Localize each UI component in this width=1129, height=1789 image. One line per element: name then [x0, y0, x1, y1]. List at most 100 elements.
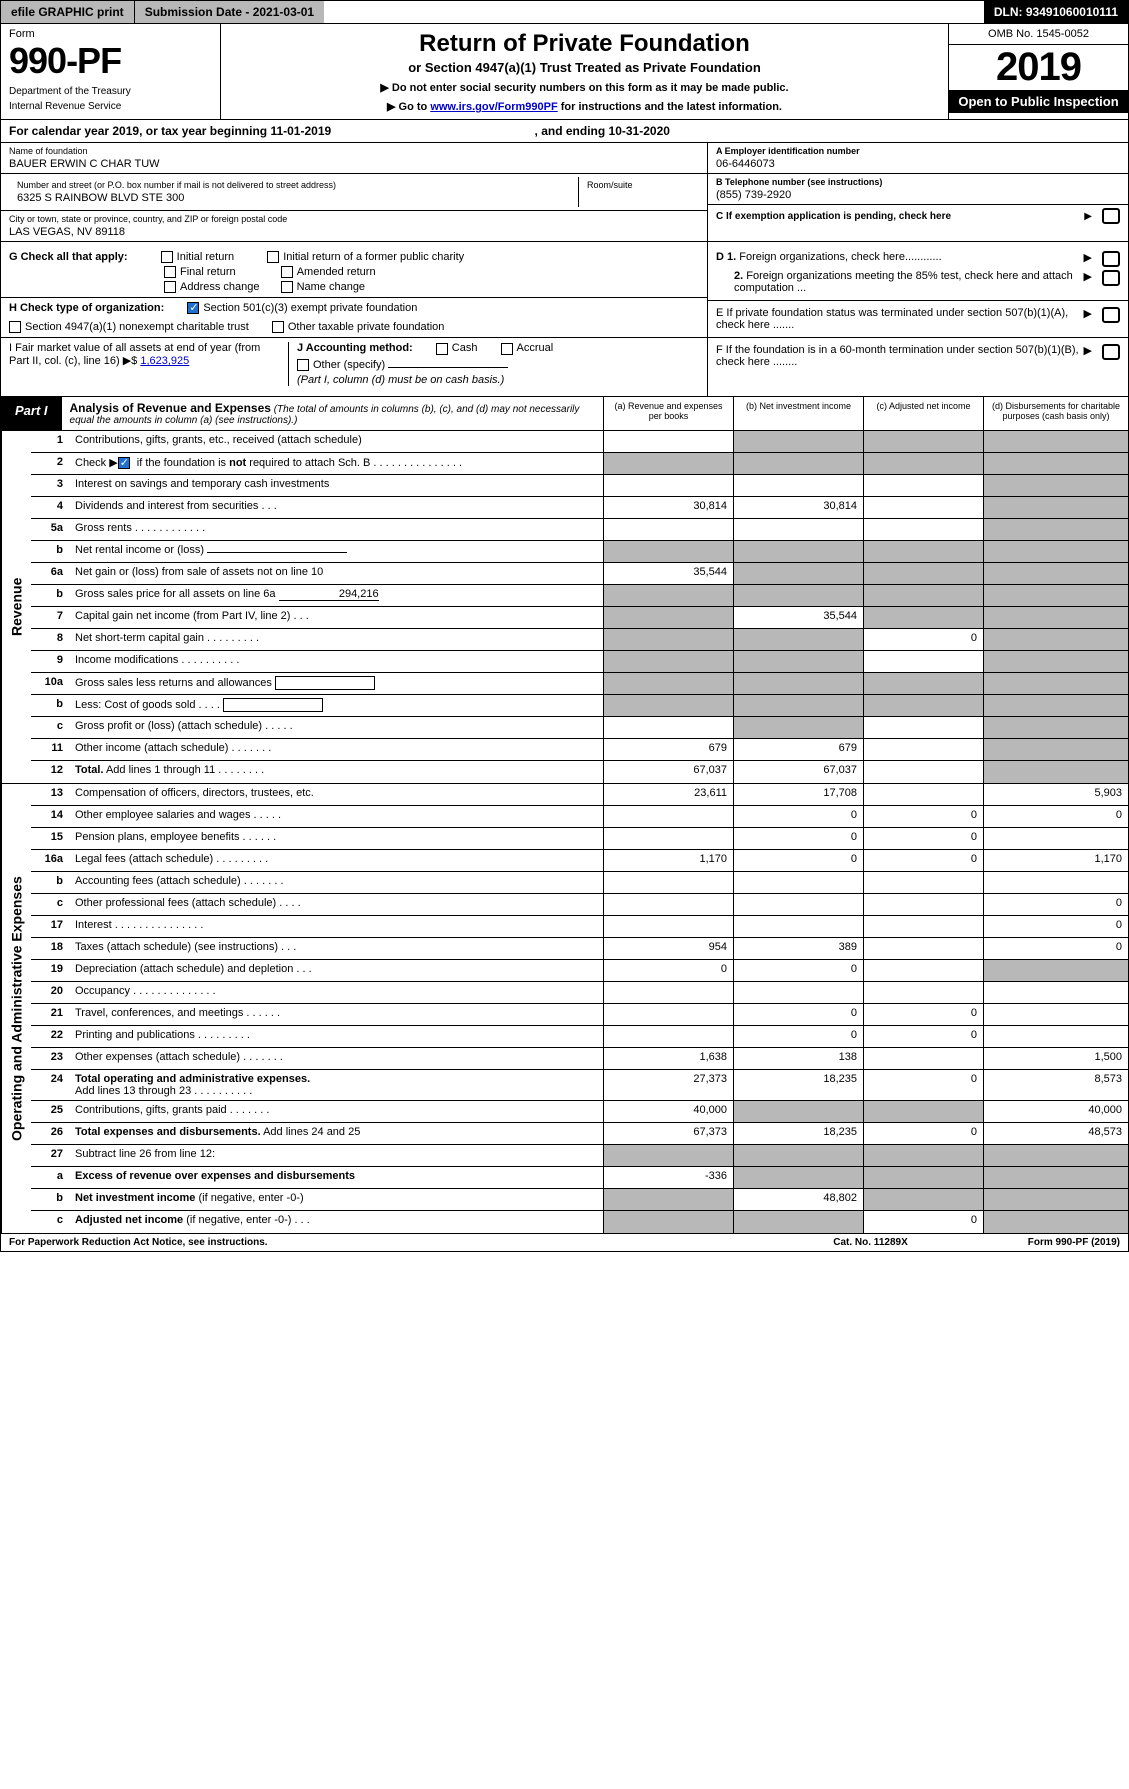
row-16b-desc: Accounting fees (attach schedule) . . . … — [69, 872, 603, 893]
irs-link[interactable]: www.irs.gov/Form990PF — [430, 101, 557, 113]
r16a-a: 1,170 — [603, 850, 733, 871]
dln-label: DLN: 93491060010111 — [984, 1, 1128, 23]
r23-b: 138 — [733, 1048, 863, 1069]
h-row: H Check type of organization: Section 50… — [1, 297, 707, 318]
form-note-1: ▶ Do not enter social security numbers o… — [241, 81, 928, 94]
r14-b: 0 — [733, 806, 863, 827]
4947-checkbox[interactable] — [9, 321, 21, 333]
r14-d: 0 — [983, 806, 1128, 827]
row-27a-desc: Excess of revenue over expenses and disb… — [69, 1167, 603, 1188]
r6b-value: 294,216 — [279, 588, 379, 601]
revenue-side-label: Revenue — [1, 431, 31, 783]
exemption-checkbox[interactable] — [1102, 208, 1120, 224]
f-checkbox[interactable] — [1102, 344, 1120, 360]
r12-a: 67,037 — [603, 761, 733, 783]
r26-c: 0 — [863, 1123, 983, 1144]
d2-checkbox[interactable] — [1102, 270, 1120, 286]
city-value: LAS VEGAS, NV 89118 — [9, 226, 699, 238]
g-row-2: Final return Amended return — [164, 266, 699, 278]
r27b-b: 48,802 — [733, 1189, 863, 1210]
accrual-checkbox[interactable] — [501, 343, 513, 355]
name-change-label: Name change — [297, 281, 366, 293]
calyear-mid: , and ending — [531, 124, 608, 138]
sch-b-checkbox[interactable] — [118, 457, 130, 469]
r24-b: 18,235 — [733, 1070, 863, 1100]
address-value: 6325 S RAINBOW BLVD STE 300 — [17, 192, 570, 204]
header-left: Form 990-PF Department of the Treasury I… — [1, 24, 221, 119]
other-taxable-checkbox[interactable] — [272, 321, 284, 333]
ein-cell: A Employer identification number 06-6446… — [708, 143, 1128, 174]
col-a-header: (a) Revenue and expenses per books — [603, 397, 733, 430]
other-method-checkbox[interactable] — [297, 359, 309, 371]
footer: For Paperwork Reduction Act Notice, see … — [0, 1234, 1129, 1252]
r19-b: 0 — [733, 960, 863, 981]
initial-return-label: Initial return — [177, 251, 234, 263]
r13-a: 23,611 — [603, 784, 733, 805]
address-change-checkbox[interactable] — [164, 281, 176, 293]
efile-print-button[interactable]: efile GRAPHIC print — [1, 1, 135, 23]
row-14-desc: Other employee salaries and wages . . . … — [69, 806, 603, 827]
row-27-desc: Subtract line 26 from line 12: — [69, 1145, 603, 1166]
r17-d: 0 — [983, 916, 1128, 937]
r21-c: 0 — [863, 1004, 983, 1025]
e-checkbox[interactable] — [1102, 307, 1120, 323]
dept-irs: Internal Revenue Service — [9, 101, 212, 112]
row-9-desc: Income modifications . . . . . . . . . . — [69, 651, 603, 672]
initial-former-checkbox[interactable] — [267, 251, 279, 263]
ij-row: I Fair market value of all assets at end… — [1, 337, 707, 389]
r6a-a: 35,544 — [603, 563, 733, 584]
501c3-checkbox[interactable] — [187, 302, 199, 314]
d1-checkbox[interactable] — [1102, 251, 1120, 267]
form-number: 990-PF — [9, 40, 212, 82]
g-row: G Check all that apply: Initial return I… — [9, 251, 699, 263]
arrow-icon: ▶ — [1084, 251, 1092, 267]
row-8-desc: Net short-term capital gain . . . . . . … — [69, 629, 603, 650]
phone-label: B Telephone number (see instructions) — [716, 177, 1120, 187]
row-10b-desc: Less: Cost of goods sold . . . . — [69, 695, 603, 716]
form-word: Form — [9, 28, 212, 40]
tax-year: 2019 — [949, 45, 1128, 90]
room-cell: Room/suite — [579, 177, 699, 207]
r26-b: 18,235 — [733, 1123, 863, 1144]
r15-c: 0 — [863, 828, 983, 849]
i-value[interactable]: 1,623,925 — [140, 355, 189, 367]
topbar-spacer — [324, 1, 984, 23]
ein-label: A Employer identification number — [716, 146, 1120, 156]
r16a-c: 0 — [863, 850, 983, 871]
r24-d: 8,573 — [983, 1070, 1128, 1100]
row-21-desc: Travel, conferences, and meetings . . . … — [69, 1004, 603, 1025]
form-subtitle: or Section 4947(a)(1) Trust Treated as P… — [241, 60, 928, 75]
r8-c: 0 — [863, 629, 983, 650]
r12-b: 67,037 — [733, 761, 863, 783]
amended-return-checkbox[interactable] — [281, 266, 293, 278]
row-25-desc: Contributions, gifts, grants paid . . . … — [69, 1101, 603, 1122]
arrow-icon: ▶ — [1084, 211, 1092, 222]
final-return-checkbox[interactable] — [164, 266, 176, 278]
other-taxable-label: Other taxable private foundation — [288, 321, 445, 333]
r14-c: 0 — [863, 806, 983, 827]
initial-return-checkbox[interactable] — [161, 251, 173, 263]
calyear-pre: For calendar year 2019, or tax year begi… — [9, 124, 270, 138]
form-note-2: ▶ Go to www.irs.gov/Form990PF for instru… — [241, 100, 928, 113]
arrow-icon: ▶ — [1084, 344, 1092, 368]
row-15-desc: Pension plans, employee benefits . . . .… — [69, 828, 603, 849]
cash-checkbox[interactable] — [436, 343, 448, 355]
name-change-checkbox[interactable] — [281, 281, 293, 293]
row-12-desc: Total. Add lines 1 through 11 . . . . . … — [69, 761, 603, 783]
r11-b: 679 — [733, 739, 863, 760]
row-20-desc: Occupancy . . . . . . . . . . . . . . — [69, 982, 603, 1003]
r26-d: 48,573 — [983, 1123, 1128, 1144]
i-label: I Fair market value of all assets at end… — [9, 342, 260, 367]
other-method-label: Other (specify) — [313, 359, 385, 371]
row-18-desc: Taxes (attach schedule) (see instruction… — [69, 938, 603, 959]
row-13-desc: Compensation of officers, directors, tru… — [69, 784, 603, 805]
r25-d: 40,000 — [983, 1101, 1128, 1122]
r27a-a: -336 — [603, 1167, 733, 1188]
row-1-desc: Contributions, gifts, grants, etc., rece… — [69, 431, 603, 452]
row-22-desc: Printing and publications . . . . . . . … — [69, 1026, 603, 1047]
row-5b-desc: Net rental income or (loss) — [69, 541, 603, 562]
info-block: Name of foundation BAUER ERWIN C CHAR TU… — [0, 143, 1129, 242]
footer-right: Form 990-PF (2019) — [1028, 1237, 1120, 1248]
address-row: Number and street (or P.O. box number if… — [1, 174, 707, 211]
topbar: efile GRAPHIC print Submission Date - 20… — [0, 0, 1129, 24]
